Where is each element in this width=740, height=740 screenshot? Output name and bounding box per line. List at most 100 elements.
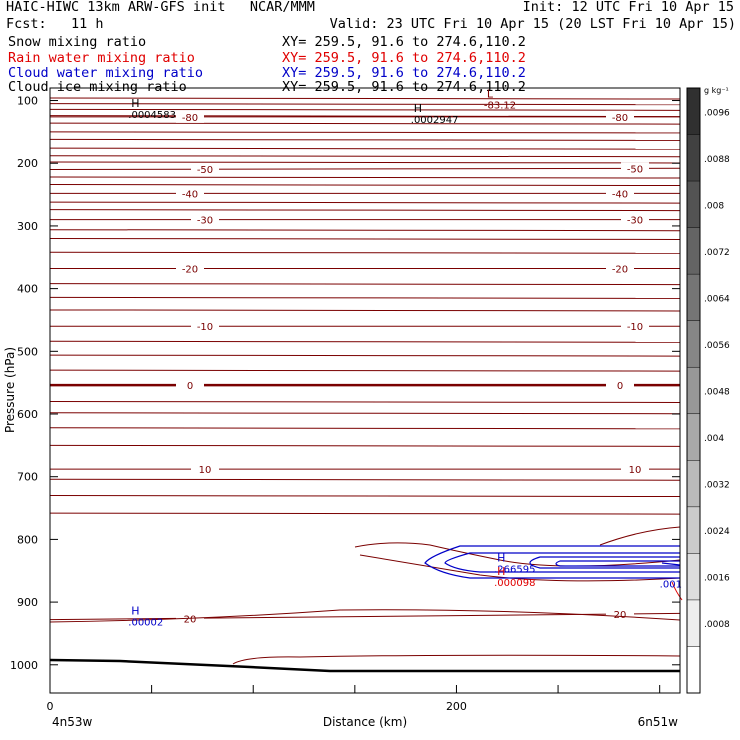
extremum-value: .000098 [494, 578, 535, 589]
isoline [49, 108, 681, 111]
colorbar-tick-label: .0032 [704, 481, 730, 491]
contour-label-bg [191, 320, 219, 333]
y-tick-label: 100 [17, 95, 38, 108]
temperature-contour-label: 10 [629, 465, 642, 476]
isoline [49, 427, 681, 430]
colorbar-swatch [687, 88, 700, 135]
extremum-value: -83.12 [484, 100, 516, 111]
colorbar-swatch [687, 413, 700, 461]
field-cloudwater-xy: XY= 259.5, 91.6 to 274.6,110.2 [282, 65, 526, 81]
extremum-marker: H [414, 102, 422, 115]
extremum-value: .266595 [494, 564, 535, 575]
isoline [49, 296, 681, 299]
contour-label-bg [176, 379, 204, 392]
colorbar-swatch [687, 181, 700, 228]
field-snow-name: Snow mixing ratio [8, 34, 147, 50]
isoline [49, 283, 681, 286]
colorbar-tick-label: .0064 [704, 294, 730, 304]
isoline [49, 512, 681, 515]
x-tick-label: 0 [47, 700, 54, 713]
contour-label-bg [176, 262, 204, 275]
temperature-contour-label: -40 [182, 189, 198, 200]
extremum-marker: H [497, 551, 505, 564]
temperature-contour-label: 10 [199, 465, 212, 476]
isoline [49, 400, 681, 403]
cloud-water-contour [424, 545, 680, 579]
contour-label-bg [606, 187, 634, 200]
rain-water-contour [49, 609, 681, 623]
colorbar-tick-label: .0056 [704, 341, 730, 351]
isoline [49, 495, 681, 498]
isoline [49, 309, 681, 312]
isoline [49, 369, 681, 372]
cloud-water-contour [555, 560, 680, 567]
isoline [49, 229, 681, 232]
temperature-contour-label: 20 [184, 614, 197, 625]
field-snow-xy: XY= 259.5, 91.6 to 274.6,110.2 [282, 34, 526, 50]
contour-label-bg [621, 162, 649, 175]
rain-water-contour [232, 654, 681, 665]
colorbar-swatch [687, 274, 700, 321]
temperature-contour-label: -10 [197, 322, 213, 333]
isoline [49, 354, 681, 357]
model-title: HAIC-HIWC 13km ARW-GFS init NCAR/MMM [6, 0, 315, 15]
isoline [49, 131, 681, 134]
temperature-contour-label: -30 [627, 216, 643, 227]
extremum-value: .00002 [128, 618, 163, 629]
field-cloudice-xy: XY= 259.5, 91.6 to 274.6,110.2 [282, 79, 526, 95]
isoline [49, 444, 681, 447]
temperature-contour-label: -20 [182, 265, 198, 276]
isoline [49, 412, 681, 415]
isoline [49, 176, 681, 179]
colorbar-swatch [687, 553, 700, 600]
colorbar-swatch [687, 506, 700, 554]
temperature-contour-label: -20 [612, 265, 628, 276]
plot-frame [49, 87, 681, 694]
contour-label-bg [191, 213, 219, 226]
y-tick-label: 300 [17, 220, 38, 233]
contour-label-bg [176, 187, 204, 200]
temperature-contour-label: -80 [612, 113, 628, 124]
init-time: Init: 12 UTC Fri 10 Apr 15 [522, 0, 734, 15]
colorbar-swatch [687, 646, 700, 693]
extremum-marker: H [497, 565, 505, 578]
y-tick-label: 700 [17, 471, 38, 484]
cloud-water-contour [661, 562, 681, 566]
rain-water-contour [671, 581, 683, 601]
contour-label-bg [606, 379, 634, 392]
y-tick-label: 1000 [10, 659, 38, 672]
x-right-endpoint-label: 6n51w [638, 715, 679, 729]
y-tick-label: 400 [17, 283, 38, 296]
temperature-contour-label: 0 [617, 381, 623, 392]
colorbar-tick-label: .0048 [704, 388, 730, 398]
colorbar-tick-label: .004 [704, 434, 724, 444]
isoline [49, 251, 681, 254]
y-tick-label: 800 [17, 533, 38, 546]
temperature-contour-label: 0 [187, 381, 193, 392]
temperature-contour-label: -50 [627, 164, 643, 175]
temperature-contour-label: 20 [614, 610, 627, 621]
colorbar-swatch [687, 460, 700, 507]
isoline [49, 209, 681, 212]
isoline [49, 138, 681, 141]
colorbar-swatch [687, 134, 700, 182]
temperature-contour [49, 167, 681, 171]
isoline [49, 161, 681, 164]
temperature-contour-label: -50 [197, 165, 213, 176]
colorbar-tick-label: .0016 [704, 574, 730, 584]
isoline [49, 122, 681, 125]
y-tick-label: 500 [17, 345, 38, 358]
isoline [49, 237, 681, 240]
isoline [49, 97, 681, 100]
colorbar-tick-label: .0008 [704, 620, 730, 630]
y-tick-label: 900 [17, 596, 38, 609]
colorbar-tick-label: .0072 [704, 248, 730, 258]
isoline [49, 147, 681, 150]
field-cloudice-name: Cloud ice mixing ratio [8, 79, 187, 95]
extremum-marker: H [131, 605, 139, 618]
x-axis-label: Distance (km) [323, 715, 407, 729]
colorbar-tick-label: .0096 [704, 108, 730, 118]
temperature-contour-label: -80 [182, 113, 198, 124]
contour-label-bg [191, 163, 219, 176]
